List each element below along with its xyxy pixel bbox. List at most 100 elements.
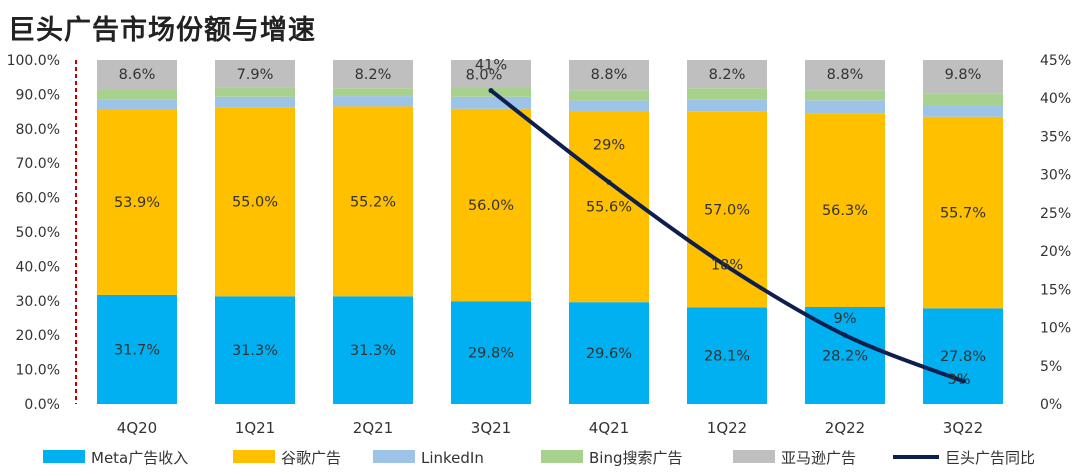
bar-segment [215,296,295,404]
line-data-label: 3% [947,372,970,388]
x-tick-label: 1Q22 [707,419,747,437]
line-series-point [842,332,848,338]
bar-data-label: 9.8% [945,67,982,83]
bar-segment [687,99,767,112]
bar-data-label: 56.0% [468,198,514,214]
bar-segment [687,60,767,89]
bar-segment [97,99,177,110]
legend-swatch [43,450,85,463]
y-right-tick-label: 25% [1040,206,1071,222]
x-tick-label: 2Q21 [353,419,393,437]
line-series-point [488,88,494,94]
bar-data-label: 28.2% [822,348,868,364]
chart-title: 巨头广告市场份额与增速 [8,15,316,46]
bar-segment [923,60,1003,94]
bar-segment [97,60,177,90]
bar-data-label: 8.8% [591,67,628,83]
y-right-tick-label: 20% [1040,244,1071,260]
bar-segment [333,106,413,297]
x-tick-label: 3Q22 [943,419,983,437]
x-tick-label: 4Q20 [117,419,157,437]
bar-segment [569,100,649,111]
bar-segment [97,89,177,100]
bar-segment [923,93,1003,106]
bar-data-label: 55.0% [232,195,278,211]
bar-segment [569,90,649,101]
line-series-point [724,263,730,269]
y-left-tick-label: 90.0% [16,87,60,103]
bar-segment [451,60,531,88]
line-data-label: 18% [711,257,743,273]
line-data-label: 29% [593,137,625,153]
bar-segment [333,96,413,107]
bar-data-label: 8.0% [466,68,503,84]
y-left-tick-label: 100.0% [7,53,60,69]
bar-segment [805,60,885,91]
line-series-point [960,378,966,384]
y-left-tick-label: 70.0% [16,156,60,172]
bar-segment [805,113,885,307]
legend-label: 谷歌广告 [281,449,341,467]
y-right-tick-label: 5% [1040,359,1062,375]
bar-data-label: 57.0% [704,202,750,218]
bar-segment [569,60,649,91]
bar-segment [333,60,413,89]
bar-data-label: 7.9% [237,67,274,83]
bar-data-label: 56.3% [822,203,868,219]
legend-label: Bing搜索广告 [589,449,683,467]
x-tick-label: 3Q21 [471,419,511,437]
line-data-label: 41% [475,58,507,74]
bar-segment [97,294,177,404]
legend-label: Meta广告收入 [91,449,188,467]
bar-segment [805,100,885,114]
bar-data-label: 28.1% [704,349,750,365]
bar-data-label: 8.8% [827,67,864,83]
bar-data-label: 8.2% [709,67,746,83]
y-left-tick-label: 40.0% [16,259,60,275]
y-left-tick-label: 10.0% [16,363,60,379]
bar-segment [923,105,1003,117]
legend-label: 亚马逊广告 [781,449,856,467]
bar-data-label: 8.2% [355,67,392,83]
bar-segment [215,60,295,88]
bar-segment [569,302,649,404]
bar-segment [687,88,767,100]
bar-segment [923,308,1003,404]
bar-segment [923,116,1003,309]
y-left-tick-label: 20.0% [16,328,60,344]
x-tick-label: 2Q22 [825,419,865,437]
line-series-point [606,179,612,185]
legend-label: 巨头广告同比 [945,449,1035,467]
bar-data-label: 53.9% [114,195,160,211]
y-right-tick-label: 30% [1040,168,1071,184]
bar-segment [215,96,295,108]
bar-data-label: 31.7% [114,342,160,358]
legend-swatch [233,450,275,463]
y-left-tick-label: 50.0% [16,225,60,241]
y-left-tick-label: 60.0% [16,191,60,207]
bar-data-label: 55.6% [586,200,632,216]
x-tick-label: 4Q21 [589,419,629,437]
bar-segment [215,87,295,97]
bar-data-label: 31.3% [350,343,396,359]
y-right-tick-label: 0% [1040,397,1062,413]
bar-segment [215,107,295,297]
y-right-tick-label: 45% [1040,53,1071,69]
bar-segment [333,296,413,404]
bar-data-label: 8.6% [119,67,156,83]
y-left-tick-label: 30.0% [16,294,60,310]
y-left-tick-label: 80.0% [16,122,60,138]
bar-segment [805,90,885,101]
bar-data-label: 29.6% [586,346,632,362]
bar-segment [451,96,531,109]
bar-segment [451,301,531,404]
legend-swatch [733,450,775,463]
bar-data-label: 31.3% [232,343,278,359]
y-left-tick-label: 0.0% [24,397,60,413]
bar-data-label: 29.8% [468,346,514,362]
y-right-tick-label: 10% [1040,321,1071,337]
bar-segment [333,88,413,97]
bar-data-label: 55.2% [350,194,396,210]
x-tick-label: 1Q21 [235,419,275,437]
